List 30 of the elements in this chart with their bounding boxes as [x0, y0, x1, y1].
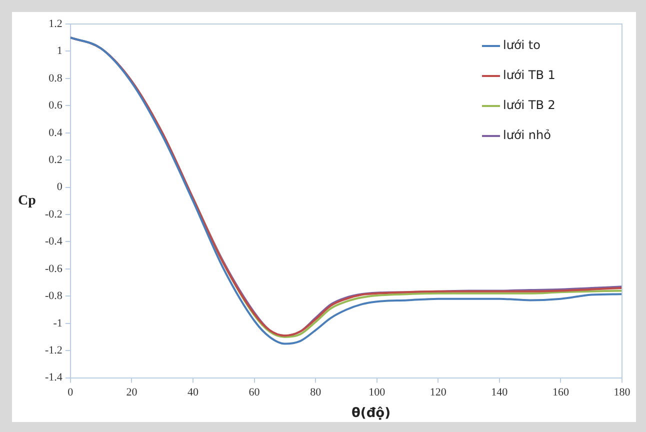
legend-label: lưới to	[503, 38, 540, 52]
legend-label: lưới nhỏ	[503, 128, 551, 142]
x-tick-label: 80	[310, 386, 322, 398]
y-tick-label: -1.2	[44, 344, 62, 356]
x-axis-title: θ(độ)	[351, 406, 391, 421]
y-tick-label: 0.6	[48, 100, 63, 112]
x-tick-label: 120	[430, 386, 447, 398]
legend-label: lưới TB 2	[503, 98, 556, 112]
x-tick-label: 40	[187, 386, 199, 398]
y-tick-label: 0.4	[48, 126, 63, 139]
y-tick-label: -1.4	[44, 372, 63, 384]
x-tick-label: 0	[68, 386, 74, 398]
y-tick-label: 0.8	[48, 72, 63, 84]
y-tick-label: 0	[56, 181, 63, 194]
x-tick-label: 140	[491, 386, 508, 398]
y-tick-label: 1	[56, 45, 62, 58]
x-tick-label: 20	[126, 386, 138, 398]
y-tick-label: 1.2	[48, 18, 62, 30]
legend-label: lưới TB 1	[503, 68, 556, 82]
y-tick-label: -0.6	[44, 262, 63, 275]
x-tick-label: 180	[614, 386, 631, 398]
y-tick-label: 0.2	[48, 154, 62, 166]
x-tick-label: 100	[368, 386, 386, 398]
y-tick-label: -0.4	[44, 236, 63, 248]
y-tick-label: -0.2	[44, 208, 62, 220]
x-tick-label: 160	[552, 386, 570, 398]
y-tick-label: -0.8	[44, 290, 63, 302]
y-axis-title: Cp	[18, 194, 36, 209]
x-tick-label: 60	[248, 386, 260, 398]
y-tick-label: -1	[53, 317, 62, 330]
